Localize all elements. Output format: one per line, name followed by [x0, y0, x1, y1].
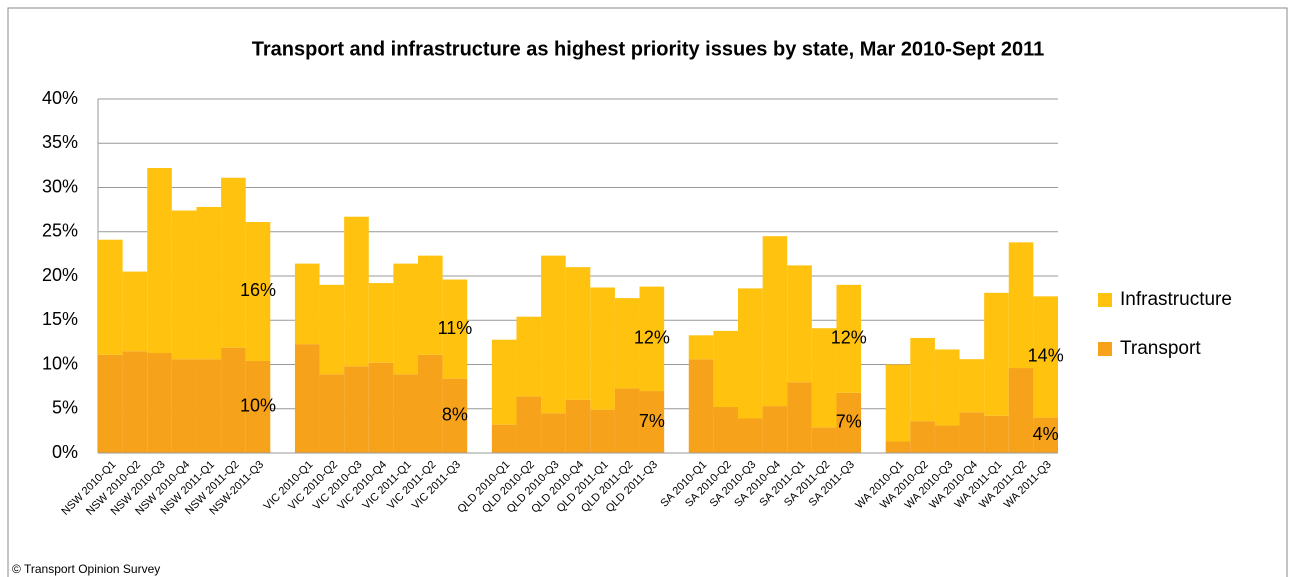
- bar-segment: [442, 279, 468, 379]
- bar-segment: [811, 328, 837, 428]
- bar-segment: [516, 396, 542, 453]
- bar-segment: [713, 406, 738, 453]
- legend-swatch: [1098, 342, 1112, 356]
- bar-segment: [368, 362, 394, 453]
- bar-segment: [688, 335, 714, 360]
- y-tick-label: 30%: [42, 176, 78, 196]
- value-label: 7%: [836, 412, 862, 432]
- bar-segment: [221, 347, 246, 453]
- bar-segment: [811, 427, 837, 453]
- bar-segment: [1033, 296, 1058, 418]
- y-tick-label: 25%: [42, 221, 78, 241]
- bar-segment: [491, 339, 517, 425]
- bar-segment: [491, 424, 517, 453]
- bar-segment: [885, 441, 911, 453]
- bar-segment: [565, 399, 591, 453]
- bar-segment: [319, 374, 345, 453]
- bar-segment: [1008, 368, 1034, 453]
- bar-segment: [98, 239, 123, 355]
- bar-segment: [147, 168, 172, 353]
- y-tick-label: 15%: [42, 309, 78, 329]
- y-tick-label: 20%: [42, 265, 78, 285]
- value-label: 12%: [634, 328, 670, 348]
- legend-swatch: [1098, 293, 1112, 307]
- bar-segment: [171, 359, 197, 453]
- value-label: 11%: [438, 318, 473, 338]
- bar-segment: [787, 265, 812, 383]
- bar-segment: [984, 292, 1009, 416]
- bar-segment: [836, 392, 862, 453]
- bar-segment: [614, 388, 640, 453]
- bar-segment: [516, 316, 542, 397]
- bar-segment: [418, 255, 443, 355]
- bar-segment: [393, 263, 418, 375]
- y-tick-label: 35%: [42, 132, 78, 152]
- bar-segment: [614, 298, 640, 389]
- bar-segment: [639, 286, 665, 392]
- bar-segment: [787, 382, 812, 453]
- bar-segment: [147, 352, 172, 453]
- bar-segment: [196, 359, 222, 453]
- bar-segment: [1008, 242, 1034, 369]
- bar-segment: [294, 344, 320, 453]
- bar-segment: [245, 360, 271, 453]
- bar-segment: [738, 418, 763, 453]
- bar-segment: [221, 177, 246, 348]
- bar-segment: [541, 413, 566, 453]
- bar-segment: [122, 351, 148, 453]
- value-label: 7%: [639, 411, 665, 431]
- bar-segment: [171, 210, 197, 360]
- bar-segment: [910, 337, 935, 422]
- bar-segment: [885, 364, 911, 442]
- bar-segment: [319, 284, 345, 375]
- bar-segment: [590, 287, 615, 410]
- y-tick-label: 40%: [42, 88, 78, 108]
- bar-segment: [688, 359, 714, 453]
- value-label: 8%: [442, 405, 468, 425]
- bar-segment: [393, 374, 418, 453]
- source-note: © Transport Opinion Survey: [12, 562, 160, 576]
- bar-segment: [294, 263, 320, 345]
- legend-label: Infrastructure: [1120, 289, 1232, 310]
- bar-segment: [836, 284, 862, 393]
- value-label: 14%: [1028, 346, 1064, 366]
- bar-segment: [934, 425, 960, 453]
- y-tick-label: 10%: [42, 353, 78, 373]
- chart-title: Transport and infrastructure as highest …: [252, 38, 1045, 60]
- bar-segment: [541, 255, 566, 414]
- value-label: 4%: [1033, 424, 1059, 444]
- bar-segment: [984, 415, 1009, 453]
- value-label: 10%: [240, 396, 276, 416]
- legend-label: Transport: [1120, 338, 1201, 359]
- bar-segment: [1033, 417, 1058, 453]
- bar-segment: [98, 354, 123, 453]
- bar-segment: [590, 409, 615, 453]
- bar-segment: [934, 349, 960, 426]
- y-tick-label: 5%: [52, 398, 78, 418]
- bar-segment: [762, 236, 788, 407]
- bar-segment: [959, 359, 985, 413]
- bar-segment: [959, 412, 985, 453]
- value-label: 16%: [240, 280, 276, 300]
- bar-segment: [762, 406, 788, 453]
- bar-segment: [122, 271, 148, 352]
- bar-segment: [565, 267, 591, 400]
- bar-segment: [196, 206, 222, 360]
- bar-segment: [442, 378, 468, 453]
- bar-segment: [418, 354, 443, 453]
- bar-segment: [639, 391, 665, 453]
- bar-segment: [344, 366, 369, 453]
- bar-segment: [245, 222, 271, 361]
- bar-segment: [738, 288, 763, 419]
- bar-segment: [713, 330, 738, 407]
- y-tick-label: 0%: [52, 442, 78, 462]
- bar-segment: [910, 421, 935, 453]
- bar-segment: [368, 283, 394, 363]
- bar-segment: [344, 216, 369, 367]
- value-label: 12%: [831, 328, 867, 348]
